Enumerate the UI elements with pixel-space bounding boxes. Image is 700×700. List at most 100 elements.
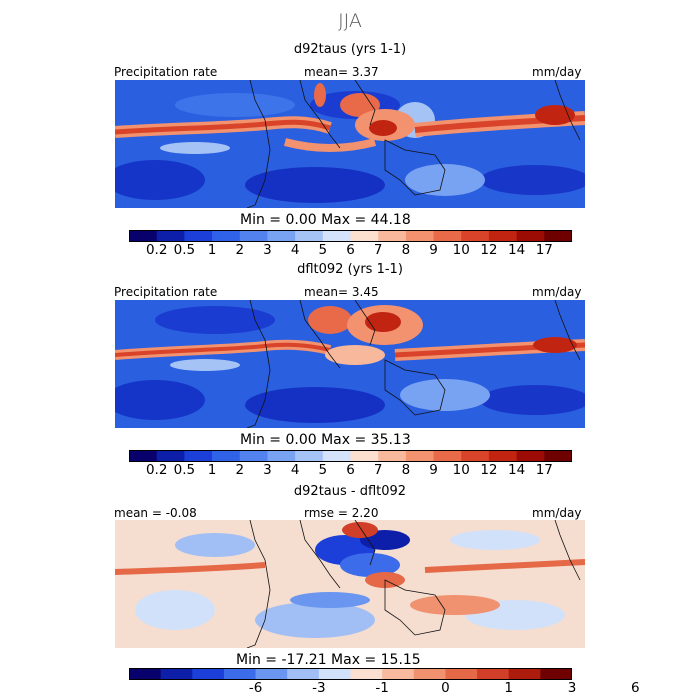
colorbar-swatch	[239, 450, 268, 462]
colorbar-tick-label: 0.5	[173, 242, 196, 258]
panel-1-variable-label: Precipitation rate	[114, 65, 218, 79]
colorbar-tick-label: 4	[290, 242, 300, 258]
colorbar-swatch	[212, 230, 241, 242]
colorbar-tick-label: 3	[263, 242, 272, 258]
colorbar-tick-label: 3	[567, 680, 577, 696]
panel-1-title: d92taus (yrs 1-1)	[293, 42, 407, 57]
panel-3-rmse-label: rmse = 2.20	[304, 506, 379, 520]
colorbar-swatch	[287, 668, 320, 680]
colorbar-tick-label: 6	[630, 680, 640, 696]
colorbar-swatch	[405, 450, 435, 462]
colorbar-swatch	[516, 450, 545, 462]
colorbar-swatch	[160, 668, 193, 680]
colorbar-swatch	[255, 668, 288, 680]
colorbar-1-ticks: 0.2 0.5 1 2 3 4 5 6 7 8 9 10 12 14 17	[129, 242, 572, 260]
panel-2-map	[115, 300, 585, 428]
colorbar-tick-label: 14	[508, 242, 526, 258]
colorbar-swatch	[413, 668, 446, 680]
colorbar-swatch	[212, 450, 241, 462]
colorbar-tick-label: 7	[373, 242, 383, 258]
colorbar-swatch	[267, 230, 296, 242]
colorbar-swatch	[192, 668, 225, 680]
colorbar-swatch	[322, 450, 351, 462]
colorbar-swatch	[544, 450, 572, 462]
colorbar-tick-label: 3	[263, 462, 272, 478]
colorbar-tick-label: 4	[290, 462, 300, 478]
colorbar-tick-label: 5	[318, 462, 328, 478]
colorbar-1	[129, 230, 572, 242]
panel-2-units: mm/day	[532, 285, 582, 299]
colorbar-tick-label: 1	[504, 680, 513, 696]
panel-3-mean-label: mean = -0.08	[114, 506, 197, 520]
colorbar-swatch	[322, 230, 351, 242]
colorbar-swatch	[461, 450, 490, 462]
colorbar-border	[129, 668, 572, 680]
colorbar-tick-label: 0	[441, 680, 450, 696]
panel-3-map	[115, 520, 585, 648]
colorbar-tick-label: 1	[207, 242, 217, 258]
colorbar-tick-label: -1	[375, 680, 389, 696]
panel-2-min-max: Min = 0.00 Max = 35.13	[240, 432, 411, 448]
colorbar-tick-label: 8	[401, 462, 411, 478]
colorbar-swatch	[295, 450, 324, 462]
colorbar-tick-label: 17	[535, 242, 553, 258]
colorbar-tick-label: 6	[346, 242, 355, 258]
colorbar-3-ticks: -6 -3 -1 0 1 3 6	[129, 680, 640, 698]
colorbar-swatch	[378, 450, 407, 462]
colorbar-tick-label: 12	[480, 242, 498, 258]
colorbar-2	[129, 450, 572, 462]
colorbar-swatch	[350, 230, 379, 242]
panel-3-units: mm/day	[532, 506, 582, 520]
colorbar-swatch	[445, 668, 478, 680]
colorbar-tick-label: 1	[207, 462, 217, 478]
colorbar-swatch	[318, 668, 351, 680]
colorbar-tick-label: -3	[312, 680, 326, 696]
colorbar-tick-label: -6	[248, 680, 263, 696]
colorbar-swatch	[156, 450, 185, 462]
colorbar-swatch	[488, 450, 518, 462]
colorbar-swatch	[382, 668, 415, 680]
panel-1-map	[115, 80, 585, 208]
colorbar-swatch	[267, 450, 296, 462]
colorbar-tick-label: 6	[346, 462, 355, 478]
colorbar-swatch	[477, 668, 510, 680]
colorbar-swatch	[184, 450, 213, 462]
colorbar-2-ticks: 0.2 0.5 1 2 3 4 5 6 7 8 9 10 12 14 17	[129, 462, 572, 480]
colorbar-tick-label: 9	[429, 462, 438, 478]
colorbar-swatch	[129, 668, 162, 680]
colorbar-tick-label: 5	[318, 242, 328, 258]
colorbar-swatch	[508, 668, 541, 680]
colorbar-swatch	[350, 668, 383, 680]
colorbar-border	[129, 450, 572, 462]
panel-3-min-max: Min = -17.21 Max = 15.15	[236, 652, 421, 668]
colorbar-swatch	[433, 230, 462, 242]
panel-2-mean-label: mean= 3.45	[304, 285, 379, 299]
colorbar-tick-label: 9	[429, 242, 438, 258]
colorbar-swatch	[544, 230, 572, 242]
panel-1-mean-label: mean= 3.37	[304, 65, 379, 79]
colorbar-swatch	[488, 230, 518, 242]
colorbar-swatch	[239, 230, 268, 242]
colorbar-swatch	[223, 668, 257, 680]
colorbar-swatch	[129, 450, 158, 462]
panel-3-title: d92taus - dflt092	[293, 484, 407, 499]
colorbar-tick-label: 14	[508, 462, 526, 478]
colorbar-swatch	[184, 230, 213, 242]
colorbar-tick-label: 0.2	[145, 462, 168, 478]
panel-1-units: mm/day	[532, 65, 582, 79]
colorbar-tick-label: 2	[235, 242, 245, 258]
season-title: JJA	[338, 10, 362, 32]
colorbar-swatch	[461, 230, 490, 242]
panel-2-title: dflt092 (yrs 1-1)	[297, 262, 403, 277]
colorbar-tick-label: 0.2	[145, 242, 168, 258]
colorbar-swatch	[540, 668, 572, 680]
colorbar-swatch	[156, 230, 185, 242]
colorbar-tick-label: 17	[535, 462, 553, 478]
colorbar-swatch	[405, 230, 435, 242]
colorbar-tick-label: 12	[480, 462, 498, 478]
colorbar-tick-label: 8	[401, 242, 411, 258]
colorbar-swatch	[295, 230, 324, 242]
colorbar-tick-label: 0.5	[173, 462, 196, 478]
colorbar-swatch	[516, 230, 545, 242]
colorbar-swatch	[378, 230, 407, 242]
